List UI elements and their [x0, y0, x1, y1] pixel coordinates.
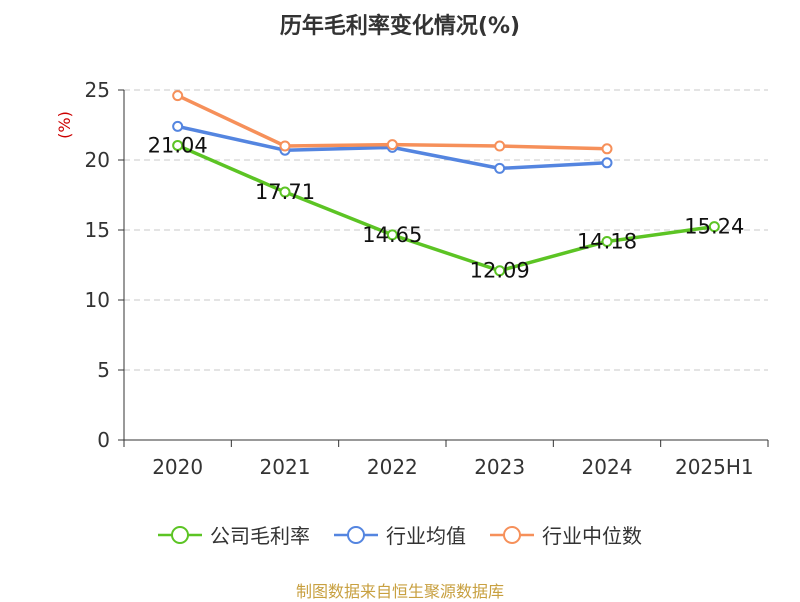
data-point: [601, 157, 613, 169]
legend-label: 行业中位数: [542, 524, 642, 548]
legend-marker: [347, 525, 365, 544]
y-tick-label: 15: [85, 218, 110, 242]
y-axis-label: (%): [55, 111, 74, 139]
data-label: 15.24: [684, 215, 744, 239]
legend-item[interactable]: 行业均值: [334, 520, 466, 549]
legend-marker: [171, 525, 189, 544]
y-tick-label: 10: [85, 288, 110, 312]
y-tick-label: 25: [85, 78, 110, 102]
legend-marker: [503, 525, 521, 544]
data-label: 12.09: [470, 259, 530, 283]
data-point: [708, 221, 720, 233]
data-point: [494, 265, 506, 277]
data-label: 21.04: [148, 133, 208, 157]
data-point: [172, 90, 184, 102]
series-layer: [172, 90, 720, 277]
data-label: 14.65: [362, 223, 422, 247]
chart-title: 历年毛利率变化情况(%): [279, 14, 521, 39]
y-tick-label: 0: [97, 428, 110, 452]
data-point: [172, 120, 184, 132]
legend-item[interactable]: 行业中位数: [490, 520, 642, 549]
y-tick-label: 20: [85, 148, 110, 172]
grid-layer: [124, 89, 768, 371]
x-tick-label: 2025H1: [675, 455, 754, 479]
x-tick-label: 2024: [582, 455, 633, 479]
series-line: [176, 143, 715, 273]
data-point: [279, 186, 291, 198]
legend-label: 行业均值: [386, 524, 466, 548]
x-tick-label: 2021: [260, 455, 311, 479]
data-label: 14.18: [577, 229, 637, 253]
x-tick-label: 2020: [152, 455, 203, 479]
legend-symbol: [158, 525, 202, 544]
data-label: 17.71: [255, 180, 315, 204]
data-point: [386, 229, 398, 241]
source-note: 制图数据来自恒生聚源数据库: [295, 582, 504, 601]
data-point: [494, 162, 506, 174]
label-layer: 21.04 17.71 14.65 12.09 14.18 15.24: [148, 133, 745, 282]
data-point: [279, 140, 291, 152]
legend-label: 公司毛利率: [210, 524, 310, 548]
data-point: [494, 140, 506, 152]
data-point: [172, 139, 184, 151]
legend: 公司毛利率 行业均值 行业中位数: [0, 520, 800, 549]
data-point: [386, 139, 398, 151]
data-point: [601, 235, 613, 247]
legend-symbol: [490, 525, 534, 544]
x-tick-label: 2022: [367, 455, 418, 479]
x-tick-label: 2023: [474, 455, 525, 479]
axis-layer: 0 5 10 15 20 25 (%) 2020 2021 2022 2023 2024 2025H1: [55, 78, 769, 479]
legend-symbol: [334, 525, 378, 544]
data-point: [601, 143, 613, 155]
legend-item[interactable]: 公司毛利率: [158, 520, 310, 549]
y-tick-label: 5: [97, 358, 110, 382]
